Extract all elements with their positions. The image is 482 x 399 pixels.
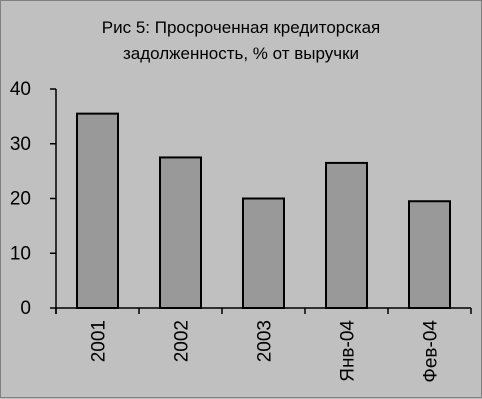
- y-tick-label: 40: [10, 79, 31, 100]
- chart-title-line-2: задолженность, % от выручки: [123, 44, 359, 63]
- x-tick-label: Фев-04: [421, 320, 442, 383]
- bar-2002: [159, 156, 202, 309]
- x-tick-label: 2003: [255, 320, 276, 362]
- axes: [50, 88, 472, 314]
- x-tick-label: 2002: [172, 320, 193, 362]
- bar-Фев-04: [408, 200, 451, 309]
- bar-Янв-04: [325, 161, 368, 309]
- x-tick-label: 2001: [89, 320, 110, 362]
- bars: [76, 112, 451, 309]
- y-tick-label: 0: [20, 298, 31, 319]
- bar-2003: [242, 197, 285, 309]
- y-axis-ticks: 0 10 20 30 40: [10, 79, 31, 319]
- chart-title-line-1: Рис 5: Просроченная кредиторская: [102, 18, 380, 37]
- x-tick-label: Янв-04: [338, 320, 359, 382]
- y-tick-label: 10: [10, 243, 31, 264]
- bar-2001: [76, 112, 119, 309]
- chart-title: Рис 5: Просроченная кредиторская задолже…: [102, 18, 380, 63]
- y-tick-label: 30: [10, 134, 31, 155]
- y-tick-label: 20: [10, 189, 31, 210]
- x-axis-ticks: 2001 2002 2003 Янв-04 Фев-04: [89, 320, 442, 383]
